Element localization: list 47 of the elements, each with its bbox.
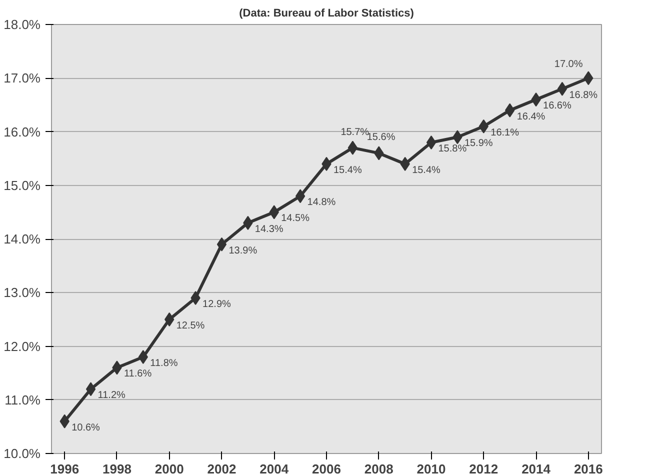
data-label: 14.8% xyxy=(307,197,336,208)
point xyxy=(348,140,358,155)
data-label: 11.6% xyxy=(124,368,152,380)
y-tick-label: 15.0% xyxy=(4,178,41,193)
data-label: 16.1% xyxy=(490,127,520,138)
x-tick-label: 2000 xyxy=(154,462,184,476)
point xyxy=(295,189,306,204)
x-tick-label: 2014 xyxy=(522,462,552,476)
x-tick-label: 2004 xyxy=(260,462,290,476)
data-label: 10.6% xyxy=(72,422,100,434)
y-tick-label: 17.0% xyxy=(4,70,41,86)
data-label: 14.5% xyxy=(281,213,310,224)
x-tick-label: 2016 xyxy=(574,462,603,476)
x-tick-label: 2006 xyxy=(312,462,341,476)
x-tick-label: 1998 xyxy=(102,462,132,476)
data-label: 15.8% xyxy=(438,143,467,154)
data-label: 15.4% xyxy=(334,164,362,176)
y-tick-label: 10.0% xyxy=(4,446,41,461)
data-label: 11.2% xyxy=(98,390,126,402)
x-tick-label: 2002 xyxy=(207,462,236,476)
y-tick-label: 14.0% xyxy=(4,232,41,246)
data-label: 17.0% xyxy=(554,59,583,70)
x-tick-label: 1996 xyxy=(50,462,80,476)
point xyxy=(86,382,96,396)
x-tick-label: 2008 xyxy=(364,462,394,476)
y-tick-label: 11.0% xyxy=(4,392,41,408)
data-label: 13.9% xyxy=(228,245,258,256)
point xyxy=(557,82,568,96)
data-label: 15.6% xyxy=(366,132,396,144)
data-label: 15.4% xyxy=(412,164,441,176)
data-label: 12.5% xyxy=(176,320,205,332)
y-tick-label: 13.0% xyxy=(4,285,41,300)
y-tick-label: 18.0% xyxy=(4,17,41,32)
data-label: 12.9% xyxy=(202,298,232,310)
y-tick-label: 16.0% xyxy=(4,124,41,140)
chart-subtitle: (Data: Bureau of Labor Statistics) xyxy=(239,8,414,20)
data-label: 16.4% xyxy=(516,111,546,122)
data-label: 16.6% xyxy=(543,100,572,112)
data-label: 15.7% xyxy=(340,126,370,138)
x-tick-label: 2012 xyxy=(469,462,498,476)
point xyxy=(216,237,227,252)
x-tick-label: 2010 xyxy=(416,462,446,476)
data-label: 11.8% xyxy=(150,358,178,369)
data-label: 14.3% xyxy=(254,224,284,235)
data-label: 16.8% xyxy=(569,90,598,101)
y-tick-label: 12.0% xyxy=(4,338,41,354)
point xyxy=(426,135,436,150)
